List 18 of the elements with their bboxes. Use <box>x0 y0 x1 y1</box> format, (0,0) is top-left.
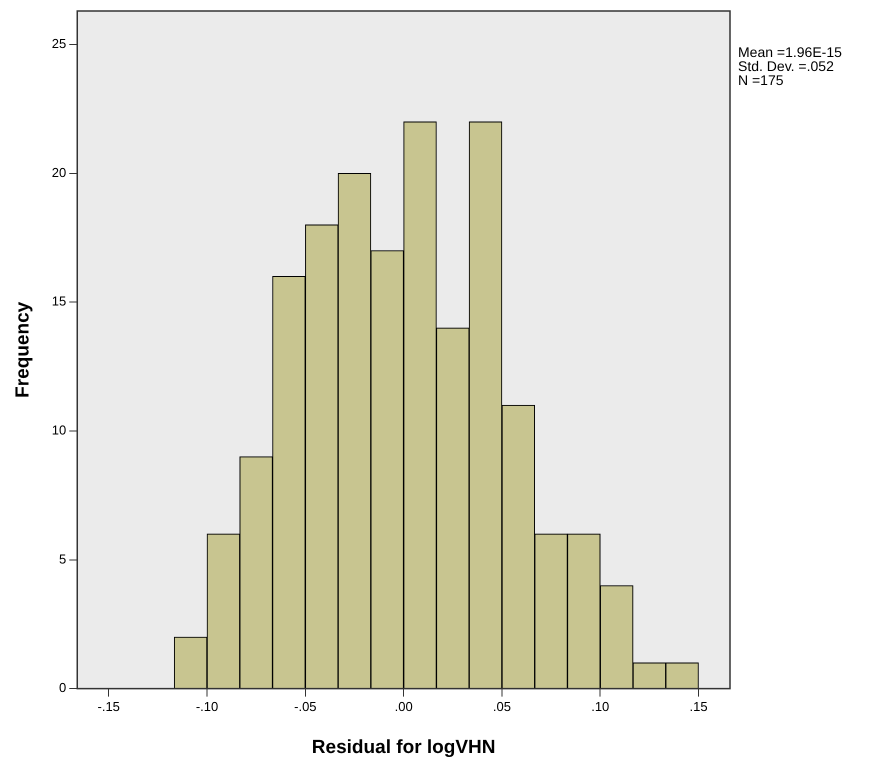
y-tick-label: 0 <box>59 680 66 696</box>
x-axis-title: Residual for logVHN <box>312 736 496 758</box>
y-tick-label: 25 <box>52 36 66 52</box>
y-tick-label: 20 <box>52 164 66 180</box>
text: N =175 <box>738 72 784 88</box>
text: Std. Dev. =.052 <box>738 58 834 74</box>
x-tick-label: .05 <box>492 698 511 714</box>
y-axis-title: Frequency <box>12 301 34 398</box>
x-tick-label: .00 <box>394 698 413 714</box>
y-tick-label: 15 <box>52 294 66 309</box>
x-tick-label: -.10 <box>196 698 218 714</box>
x-tick-label: .15 <box>690 698 708 714</box>
x-tick-label: .10 <box>591 698 610 714</box>
text: Mean =1.96E-15 <box>738 44 842 60</box>
y-tick-label: 5 <box>59 551 66 566</box>
x-tick-label: -.15 <box>98 698 120 714</box>
x-tick-label: -.05 <box>294 698 317 714</box>
y-tick-label: 10 <box>52 422 66 438</box>
